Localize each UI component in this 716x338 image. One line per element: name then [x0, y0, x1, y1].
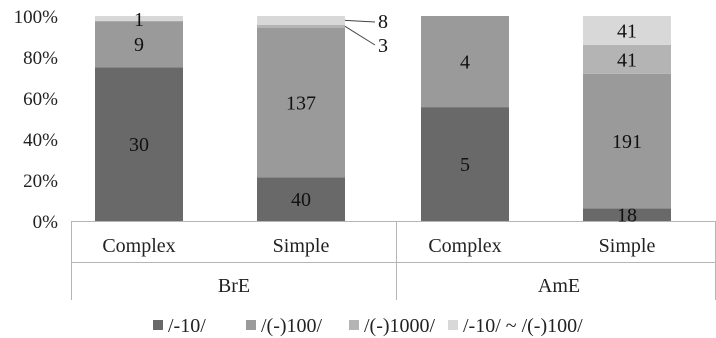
data-label: 30	[129, 134, 149, 156]
bar-segment	[95, 21, 183, 68]
legend-label: /-10/	[168, 315, 206, 337]
data-label: 41	[617, 20, 637, 42]
data-label: 9	[134, 34, 144, 56]
legend-label: /(-)1000/	[364, 315, 436, 337]
legend-swatch	[448, 320, 458, 330]
label-leader-line	[344, 19, 376, 23]
data-label: 8	[378, 11, 388, 33]
legend-swatch	[246, 320, 256, 330]
data-label: 18	[617, 205, 637, 227]
data-label: 4	[460, 52, 470, 74]
legend-swatch	[153, 320, 163, 330]
bar-segment	[583, 44, 671, 74]
x-category-label: Simple	[273, 235, 330, 257]
x-category-label: Complex	[102, 235, 175, 257]
bar-segment	[257, 16, 345, 25]
y-tick-label: 0%	[33, 212, 59, 233]
data-label: 137	[286, 93, 316, 115]
bar-segment	[583, 73, 671, 209]
bar-segment	[257, 27, 345, 178]
label-leader-line	[344, 25, 376, 46]
data-label: 3	[378, 35, 388, 57]
y-tick-label: 100%	[14, 7, 59, 28]
legend-swatch	[349, 320, 359, 330]
x-group-label: BrE	[218, 275, 250, 297]
data-label: 191	[612, 131, 642, 153]
y-tick-label: 40%	[23, 130, 58, 151]
data-label: 40	[291, 189, 311, 211]
bar-segment	[421, 107, 509, 221]
data-label: 5	[460, 154, 470, 176]
data-label: 41	[617, 49, 637, 71]
y-tick-label: 20%	[23, 171, 58, 192]
y-tick-label: 80%	[23, 48, 58, 69]
bar-segment	[583, 16, 671, 45]
axes: 0% 20% 40% 60% 80% 100% Complex Simple Complex Si…	[14, 7, 716, 300]
data-labels: 30 9 1 40 137 38 5 4 18 191 41 41	[129, 9, 642, 227]
bar-segment	[95, 67, 183, 221]
bar-segment	[257, 24, 345, 28]
bar-segment	[583, 208, 671, 221]
legend: /-10/ /(-)100/ /(-)1000/ /-10/ ~ /(-)100/	[153, 315, 583, 337]
bar-segment	[421, 16, 509, 108]
data-label: 1	[134, 9, 144, 31]
x-category-label: Complex	[428, 235, 501, 257]
bar-segment	[257, 177, 345, 221]
bar-segment	[95, 16, 183, 22]
bars	[95, 16, 671, 221]
y-tick-label: 60%	[23, 89, 58, 110]
legend-label: /-10/ ~ /(-)100/	[463, 315, 583, 337]
legend-label: /(-)100/	[261, 315, 323, 337]
x-category-label: Simple	[599, 235, 656, 257]
x-group-label: AmE	[538, 275, 580, 297]
